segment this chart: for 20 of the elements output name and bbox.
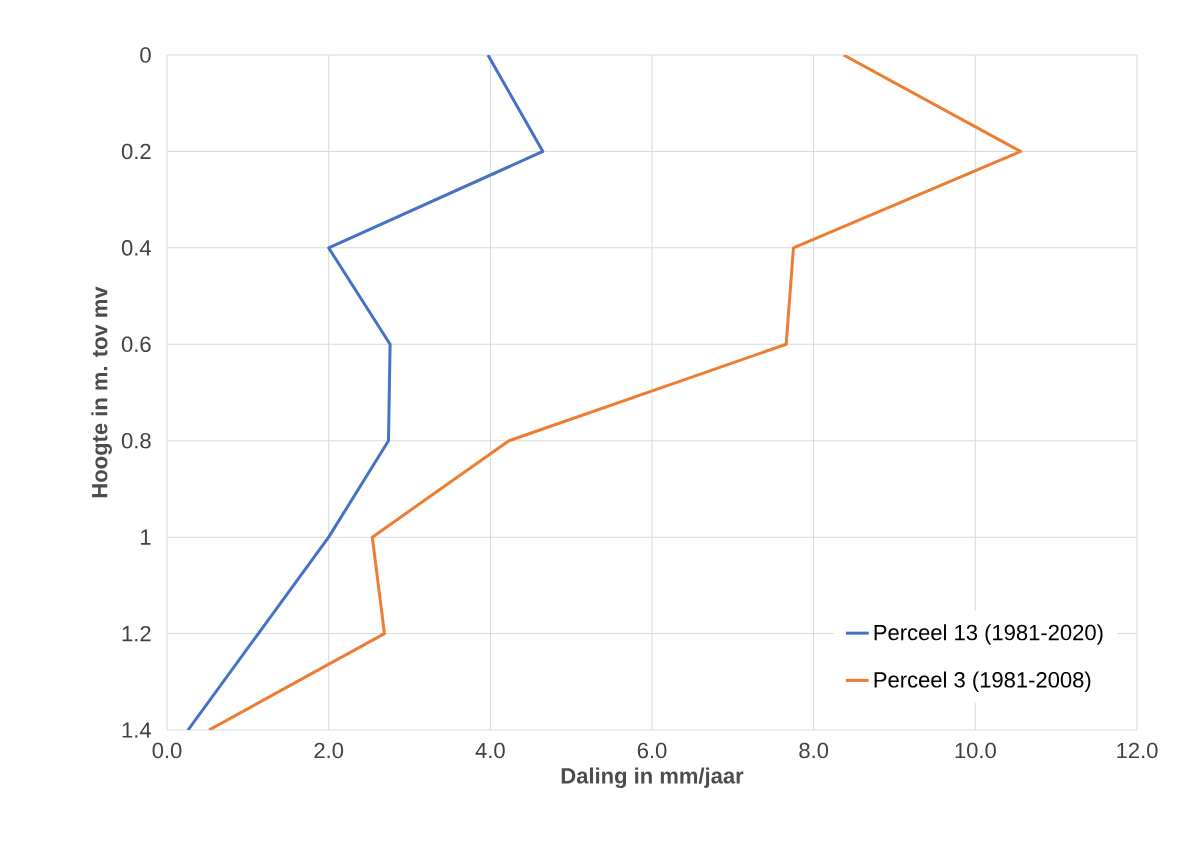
x-tick-label: 6.0 — [637, 742, 667, 759]
x-tick-label: 12.0 — [1117, 742, 1158, 759]
legend-label: Perceel 13 (1981-2020) — [874, 624, 1103, 645]
x-tick-label: 0.0 — [152, 742, 182, 759]
y-tick-label: 0.2 — [121, 143, 151, 160]
y-tick-label: 0.6 — [121, 336, 151, 353]
y-tick-label: 1 — [141, 529, 151, 545]
x-axis-title: Daling in mm/jaar — [561, 767, 744, 789]
line-series — [186, 55, 545, 731]
y-tick-label: 0.8 — [121, 432, 151, 449]
legend-label: Perceel 3 (1981-2008) — [874, 671, 1091, 692]
x-tick-label: 10.0 — [955, 742, 996, 759]
y-tick-label: 1.2 — [122, 625, 151, 642]
x-tick-label: 2.0 — [314, 742, 344, 759]
x-tick-label: 4.0 — [475, 742, 505, 759]
y-tick-label: 0.4 — [121, 240, 151, 256]
y-tick-label: 1.4 — [122, 722, 151, 738]
x-tick-label: 8.0 — [799, 742, 829, 759]
y-tick-label: 0 — [140, 47, 151, 63]
y-axis-title: Hoogte in m. tov mv — [91, 286, 112, 498]
